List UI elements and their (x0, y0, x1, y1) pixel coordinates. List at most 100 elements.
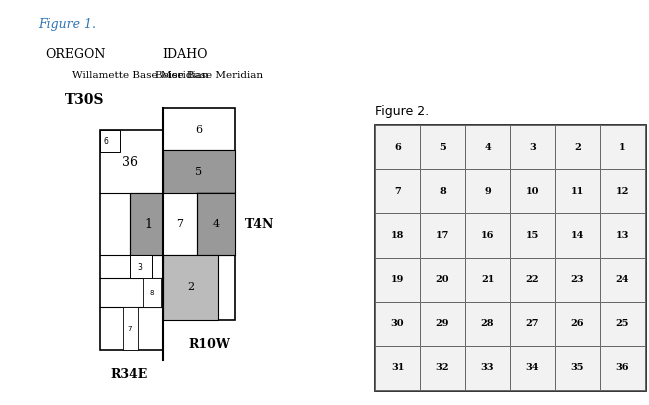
Bar (420, 213, 465, 258)
Text: 36: 36 (616, 363, 630, 373)
Bar (510, 125, 555, 169)
Bar (510, 302, 555, 346)
Bar (465, 258, 510, 302)
Text: 5: 5 (195, 167, 202, 177)
Bar (375, 125, 420, 169)
Text: 5: 5 (439, 143, 446, 151)
Text: 2: 2 (187, 283, 194, 292)
Bar (375, 213, 420, 258)
Text: T30S: T30S (66, 93, 104, 107)
Bar (555, 346, 600, 390)
Text: 26: 26 (570, 319, 584, 328)
Bar (130, 255, 152, 278)
Text: 24: 24 (616, 275, 630, 284)
Text: 27: 27 (526, 319, 539, 328)
Text: Figure 1.: Figure 1. (38, 18, 96, 31)
Text: R34E: R34E (110, 369, 147, 382)
Bar (465, 125, 510, 169)
Bar (163, 108, 235, 320)
Bar (510, 346, 555, 390)
Bar (465, 302, 510, 346)
Bar (130, 193, 163, 255)
Bar (123, 307, 138, 350)
Bar (143, 278, 161, 307)
Text: 6: 6 (394, 143, 401, 151)
Bar (465, 346, 510, 390)
Text: Figure 2.: Figure 2. (375, 105, 429, 118)
Text: 30: 30 (391, 319, 404, 328)
Text: 3: 3 (529, 143, 536, 151)
Bar (600, 258, 645, 302)
Text: 12: 12 (616, 187, 629, 196)
Text: 33: 33 (481, 363, 495, 373)
Text: R10W: R10W (188, 339, 230, 352)
Text: 21: 21 (481, 275, 494, 284)
Bar (375, 258, 420, 302)
Bar (375, 302, 420, 346)
Bar (600, 213, 645, 258)
Bar (420, 169, 465, 213)
Bar (465, 169, 510, 213)
Bar (163, 255, 218, 320)
Text: IDAHO: IDAHO (162, 49, 208, 62)
Text: 25: 25 (616, 319, 630, 328)
Bar (375, 169, 420, 213)
Text: 15: 15 (526, 231, 539, 240)
Text: 31: 31 (391, 363, 404, 373)
Text: 6: 6 (195, 125, 202, 135)
Bar (555, 213, 600, 258)
Bar (420, 346, 465, 390)
Bar (600, 302, 645, 346)
Bar (100, 130, 163, 350)
Bar (510, 258, 555, 302)
Text: 7: 7 (177, 219, 184, 229)
Bar (510, 169, 555, 213)
Text: 8: 8 (150, 290, 154, 296)
Text: 29: 29 (435, 319, 449, 328)
Text: 19: 19 (391, 275, 404, 284)
Text: 2: 2 (574, 143, 581, 151)
Text: 20: 20 (435, 275, 449, 284)
Text: 1: 1 (619, 143, 626, 151)
Bar (465, 213, 510, 258)
Text: T4N: T4N (245, 217, 275, 230)
Text: 16: 16 (481, 231, 494, 240)
Text: 4: 4 (484, 143, 491, 151)
Text: 4: 4 (212, 219, 219, 229)
Text: Willamette Base Meridian: Willamette Base Meridian (72, 70, 208, 79)
Bar (600, 346, 645, 390)
Text: 13: 13 (616, 231, 629, 240)
Text: 1: 1 (144, 217, 152, 230)
Bar (375, 346, 420, 390)
Text: 28: 28 (481, 319, 495, 328)
Text: 35: 35 (570, 363, 584, 373)
Text: 17: 17 (436, 231, 449, 240)
Text: 3: 3 (138, 262, 142, 271)
Text: 22: 22 (526, 275, 539, 284)
Bar (555, 169, 600, 213)
Bar (163, 150, 235, 193)
Text: 6: 6 (104, 136, 108, 145)
Bar (420, 258, 465, 302)
Text: 34: 34 (526, 363, 539, 373)
Text: 32: 32 (435, 363, 449, 373)
Text: 36: 36 (122, 156, 138, 168)
Text: OREGON: OREGON (45, 49, 105, 62)
Text: 11: 11 (571, 187, 584, 196)
Bar (555, 258, 600, 302)
Bar (555, 125, 600, 169)
Text: 7: 7 (394, 187, 401, 196)
Bar (600, 169, 645, 213)
Bar (375, 125, 645, 390)
Bar (555, 302, 600, 346)
Bar (600, 125, 645, 169)
Text: Boise Base Meridian: Boise Base Meridian (155, 70, 263, 79)
Text: 10: 10 (526, 187, 539, 196)
Text: 8: 8 (439, 187, 446, 196)
Bar (197, 193, 235, 255)
Bar (420, 302, 465, 346)
Bar (100, 130, 120, 152)
Text: 14: 14 (571, 231, 584, 240)
Bar (420, 125, 465, 169)
Text: 7: 7 (128, 326, 132, 332)
